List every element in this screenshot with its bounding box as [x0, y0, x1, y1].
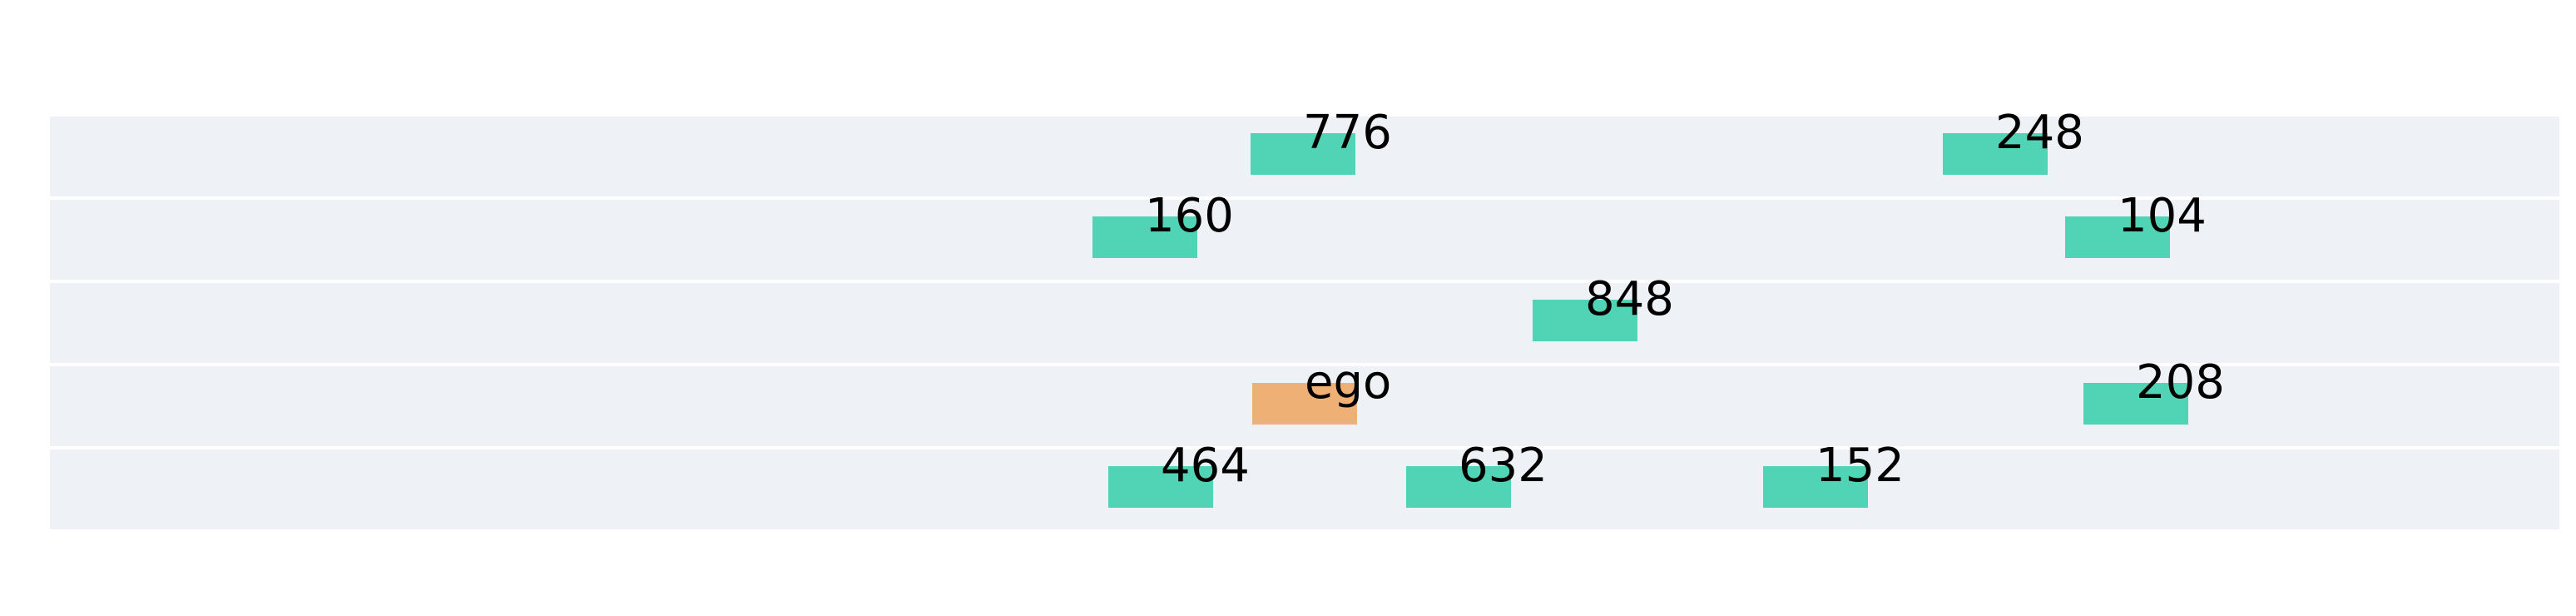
vehicle-label-776: 776: [1303, 106, 1392, 160]
vehicle-776: [1251, 133, 1355, 175]
vehicle-104: [2065, 216, 2170, 258]
vehicle-208: [2083, 383, 2188, 425]
vehicle-label-632: 632: [1459, 439, 1548, 493]
vehicle-label-848: 848: [1585, 272, 1674, 326]
ego-vehicle: [1252, 383, 1357, 425]
vehicle-label-464: 464: [1161, 439, 1250, 493]
vehicle-160: [1092, 216, 1197, 258]
vehicle-label-248: 248: [1995, 106, 2084, 160]
ego-vehicle-label: ego: [1305, 355, 1392, 410]
vehicle-464: [1108, 466, 1213, 508]
lane-5: [50, 450, 2559, 529]
lane-3: [50, 283, 2559, 363]
vehicle-248: [1943, 133, 2048, 175]
vehicle-label-104: 104: [2118, 189, 2207, 243]
vehicle-label-160: 160: [1145, 189, 1234, 243]
vehicle-848: [1533, 300, 1637, 341]
vehicle-label-152: 152: [1816, 439, 1905, 493]
vehicle-label-208: 208: [2136, 355, 2225, 410]
vehicle-632: [1406, 466, 1511, 508]
vehicle-152: [1763, 466, 1868, 508]
